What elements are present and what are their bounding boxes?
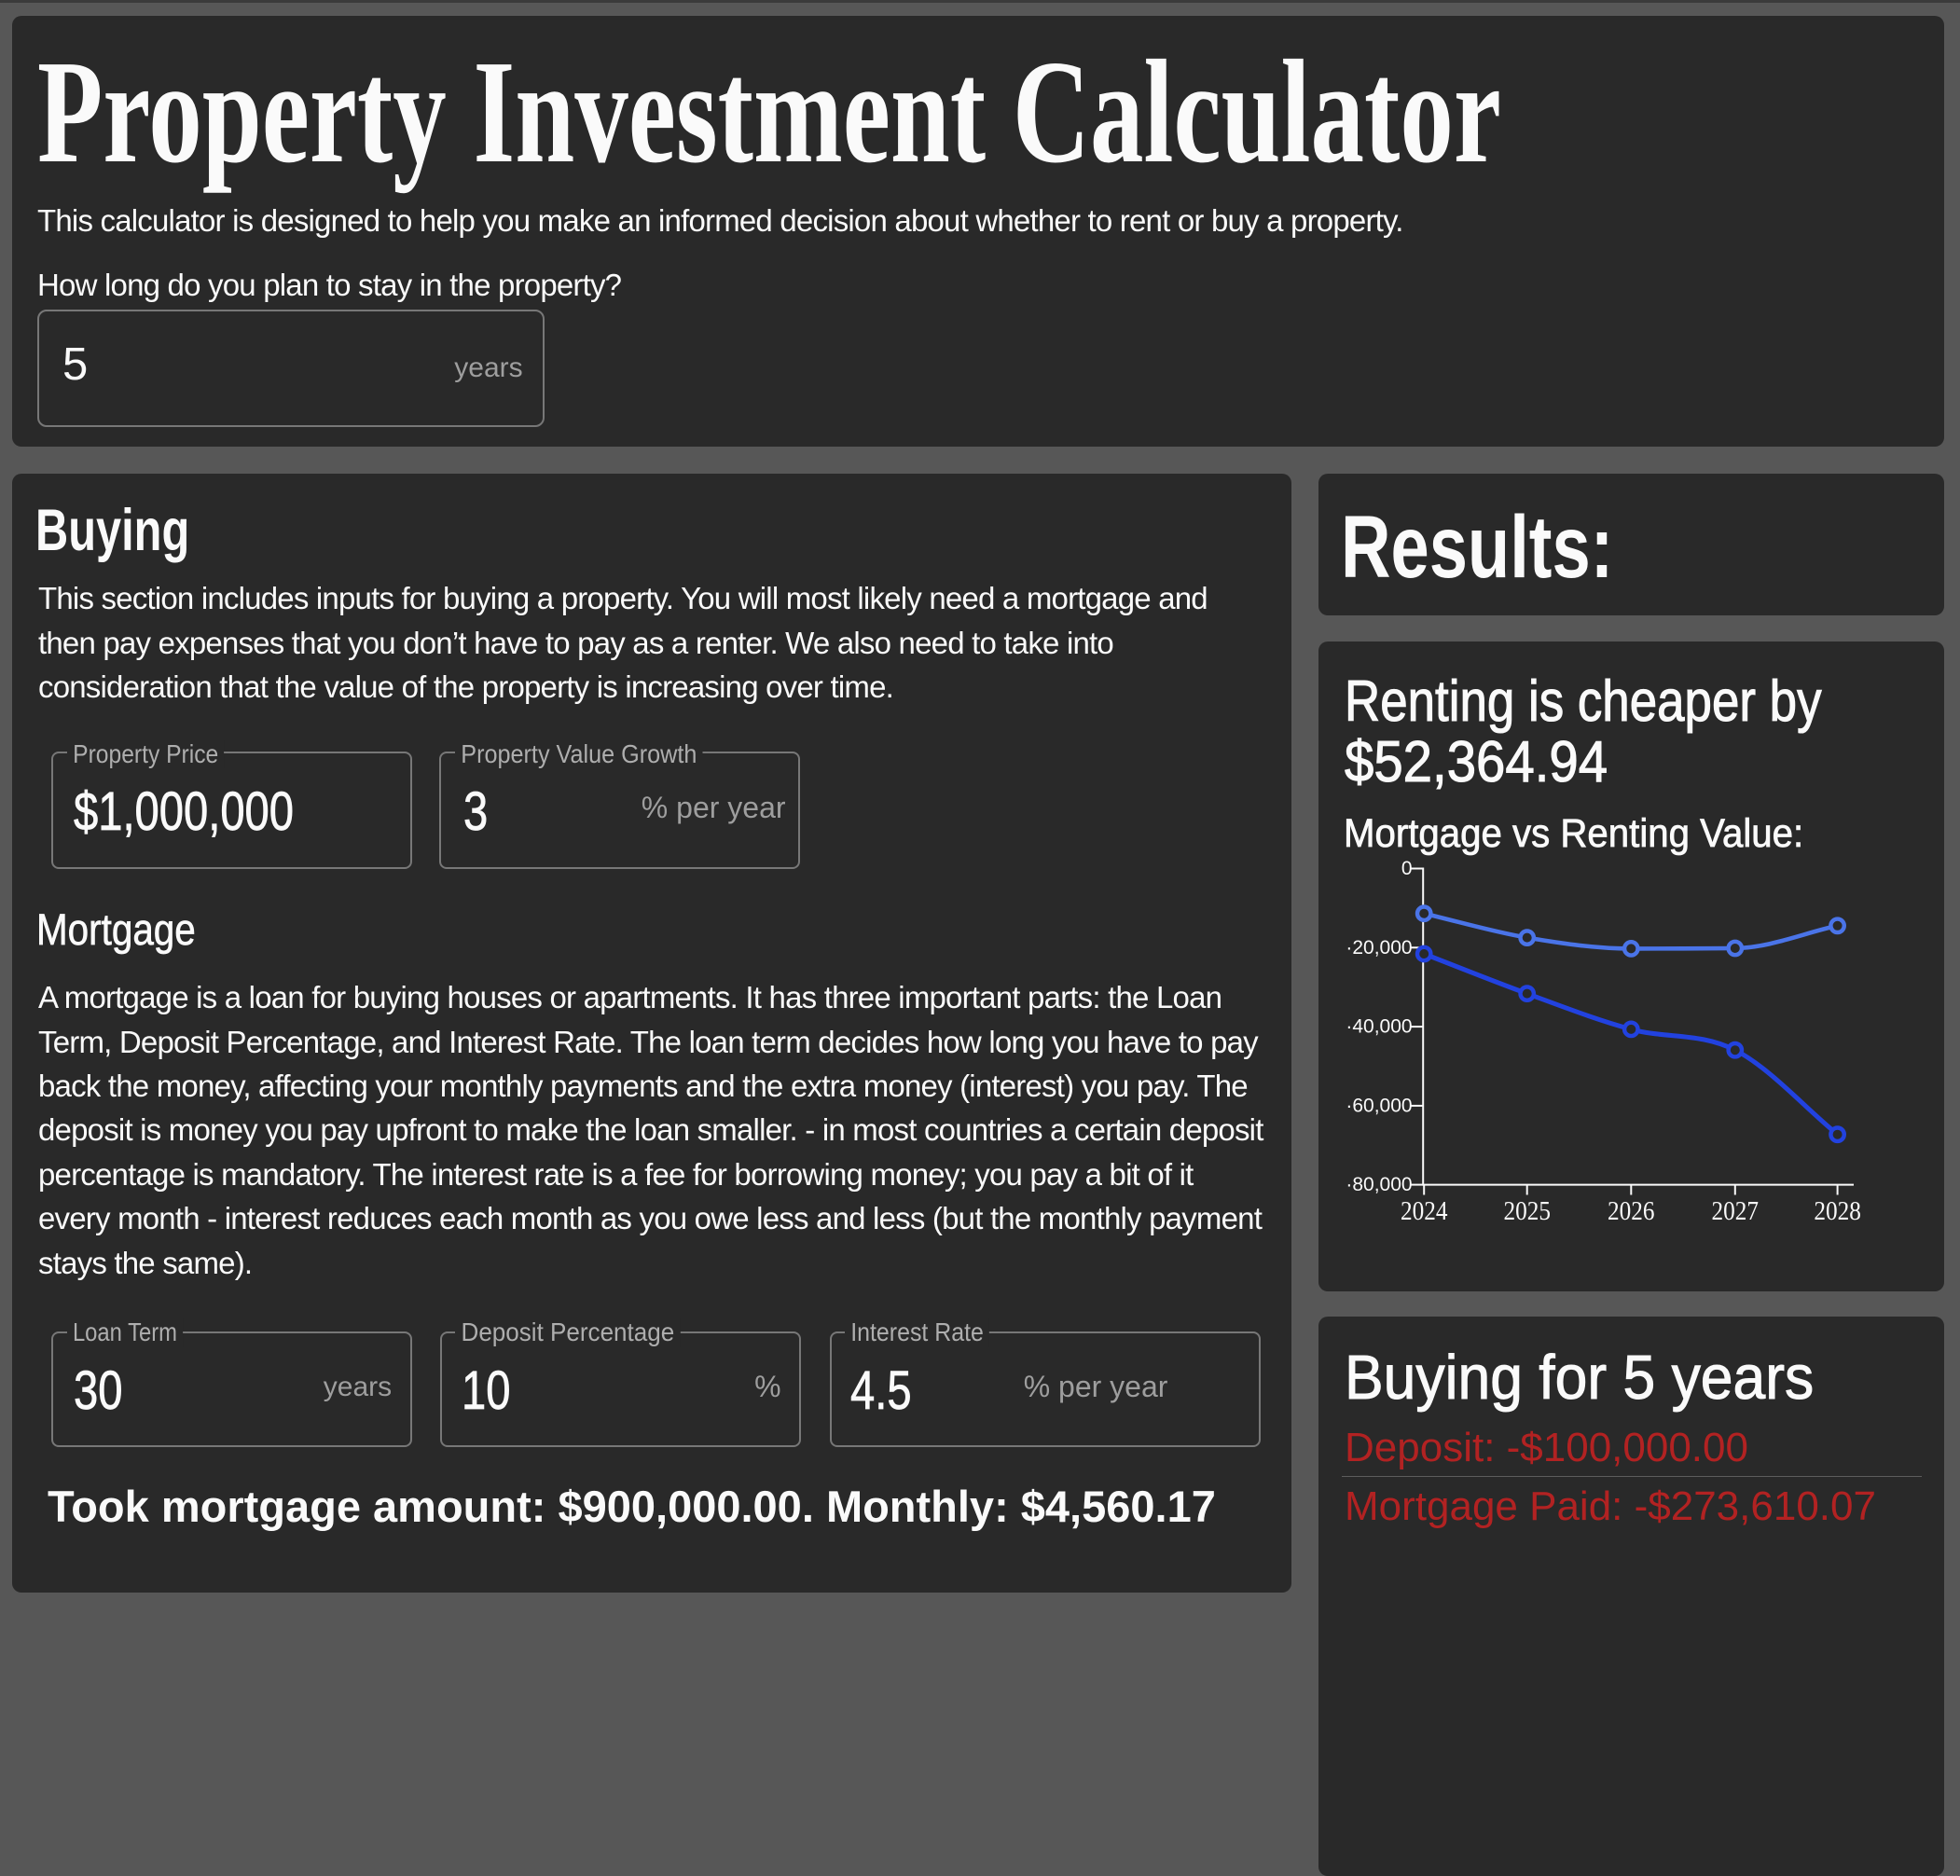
svg-text:·60,000: ·60,000 [1346, 1095, 1412, 1116]
svg-text:2025: 2025 [1503, 1196, 1551, 1226]
svg-text:2028: 2028 [1814, 1196, 1861, 1226]
svg-text:·80,000: ·80,000 [1346, 1174, 1412, 1195]
svg-text:2027: 2027 [1712, 1196, 1760, 1226]
svg-text:2024: 2024 [1401, 1196, 1448, 1226]
svg-text:2026: 2026 [1608, 1196, 1655, 1226]
svg-text:·20,000: ·20,000 [1346, 937, 1412, 959]
svg-text:·40,000: ·40,000 [1346, 1016, 1412, 1038]
svg-text:0: 0 [1401, 858, 1413, 879]
